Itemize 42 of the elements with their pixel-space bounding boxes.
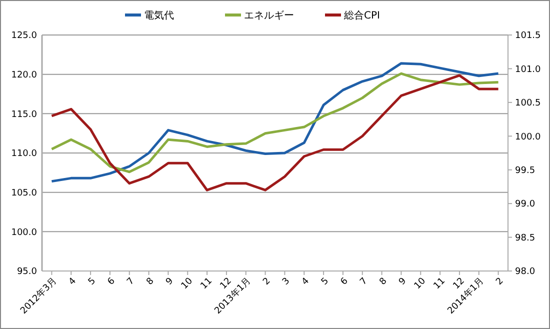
line-series bbox=[50, 72, 500, 174]
y2-tick-label: 101.5 bbox=[515, 31, 541, 42]
x-tick-label: 12 bbox=[452, 276, 467, 292]
legend-label: 総合CPI bbox=[343, 10, 380, 22]
x-tick-label: 8 bbox=[145, 276, 156, 288]
y2-tick-label: 101.0 bbox=[515, 64, 542, 75]
y-tick-label: 120.0 bbox=[11, 70, 38, 80]
y2-tick-label: 99.5 bbox=[515, 166, 536, 176]
x-tick-label: 11 bbox=[432, 276, 448, 292]
y-tick-label: 125.0 bbox=[11, 31, 38, 42]
x-tick-label: 6 bbox=[106, 276, 118, 288]
x-tick-label: 11 bbox=[199, 276, 214, 292]
y-tick-label: 95.0 bbox=[16, 267, 38, 278]
line-series bbox=[50, 74, 500, 192]
x-tick-label: 5 bbox=[86, 276, 98, 288]
x-tick-label: 3 bbox=[280, 276, 292, 288]
y2-tick-label: 98.5 bbox=[515, 233, 536, 244]
x-tick-label: 12 bbox=[218, 276, 234, 292]
x-tick-label: 4 bbox=[67, 276, 79, 288]
x-tick-label: 10 bbox=[180, 276, 196, 292]
line-series bbox=[50, 62, 500, 183]
y-tick-label: 115.0 bbox=[11, 110, 38, 120]
x-tick-label: 9 bbox=[397, 276, 409, 288]
x-tick-label: 2 bbox=[494, 276, 506, 288]
y2-tick-label: 98.0 bbox=[515, 267, 536, 278]
x-tick-label: 8 bbox=[378, 276, 390, 288]
y-tick-label: 105.0 bbox=[11, 188, 38, 198]
y2-tick-label: 100.5 bbox=[515, 98, 541, 109]
x-tick-label: 7 bbox=[126, 276, 137, 288]
x-tick-label: 6 bbox=[339, 276, 350, 288]
x-tick-label: 4 bbox=[300, 276, 312, 288]
y-tick-label: 100.0 bbox=[11, 228, 38, 238]
x-tick-label: 10 bbox=[412, 276, 428, 292]
y-tick-label: 110.0 bbox=[11, 149, 38, 160]
x-tick-label: 9 bbox=[164, 276, 176, 288]
legend-label: エネルギー bbox=[244, 10, 294, 22]
y2-tick-label: 99.0 bbox=[515, 200, 536, 210]
legend-label: 電気代 bbox=[144, 10, 174, 22]
y2-tick-label: 100.0 bbox=[515, 132, 542, 142]
x-tick-label: 2 bbox=[262, 276, 273, 288]
x-tick-label: 7 bbox=[358, 276, 370, 288]
x-tick-label: 5 bbox=[320, 276, 331, 288]
